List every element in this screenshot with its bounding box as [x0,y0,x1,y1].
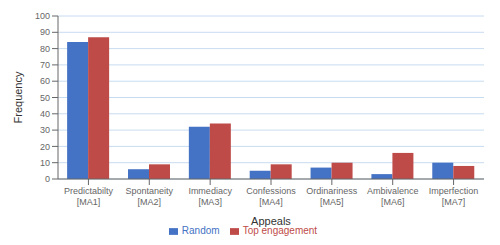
html-text:Random: Random [181,225,220,236]
svg-text:40: 40 [40,109,50,119]
svg-text:60: 60 [40,76,50,86]
svg-text:20: 20 [40,142,50,152]
svg-text:Predictabilty[MA1]: Predictabilty[MA1] [64,186,114,206]
svg-text:0: 0 [45,174,50,184]
svg-text:90: 90 [40,27,50,37]
svg-text:70: 70 [40,60,50,70]
svg-text:Ordinariness[MA5]: Ordinariness[MA5] [306,186,358,206]
svg-text:Ambivalence[MA6]: Ambivalence[MA6] [367,186,419,206]
svg-text:Confessions[MA4]: Confessions[MA4] [246,186,296,206]
svg-text:30: 30 [40,125,50,135]
svg-text:Spontaneity[MA2]: Spontaneity[MA2] [126,186,174,206]
html-text:Top engagement: Top engagement [242,225,318,236]
svg-text:Immediacy[MA3]: Immediacy[MA3] [188,186,232,206]
svg-text:Appeals: Appeals [251,215,291,227]
svg-text:50: 50 [40,93,50,103]
svg-text:Frequency: Frequency [12,71,24,123]
svg-text:10: 10 [40,158,50,168]
svg-text:Imperfection[MA7]: Imperfection[MA7] [429,186,479,206]
svg-text:80: 80 [40,44,50,54]
svg-text:100: 100 [35,11,50,21]
